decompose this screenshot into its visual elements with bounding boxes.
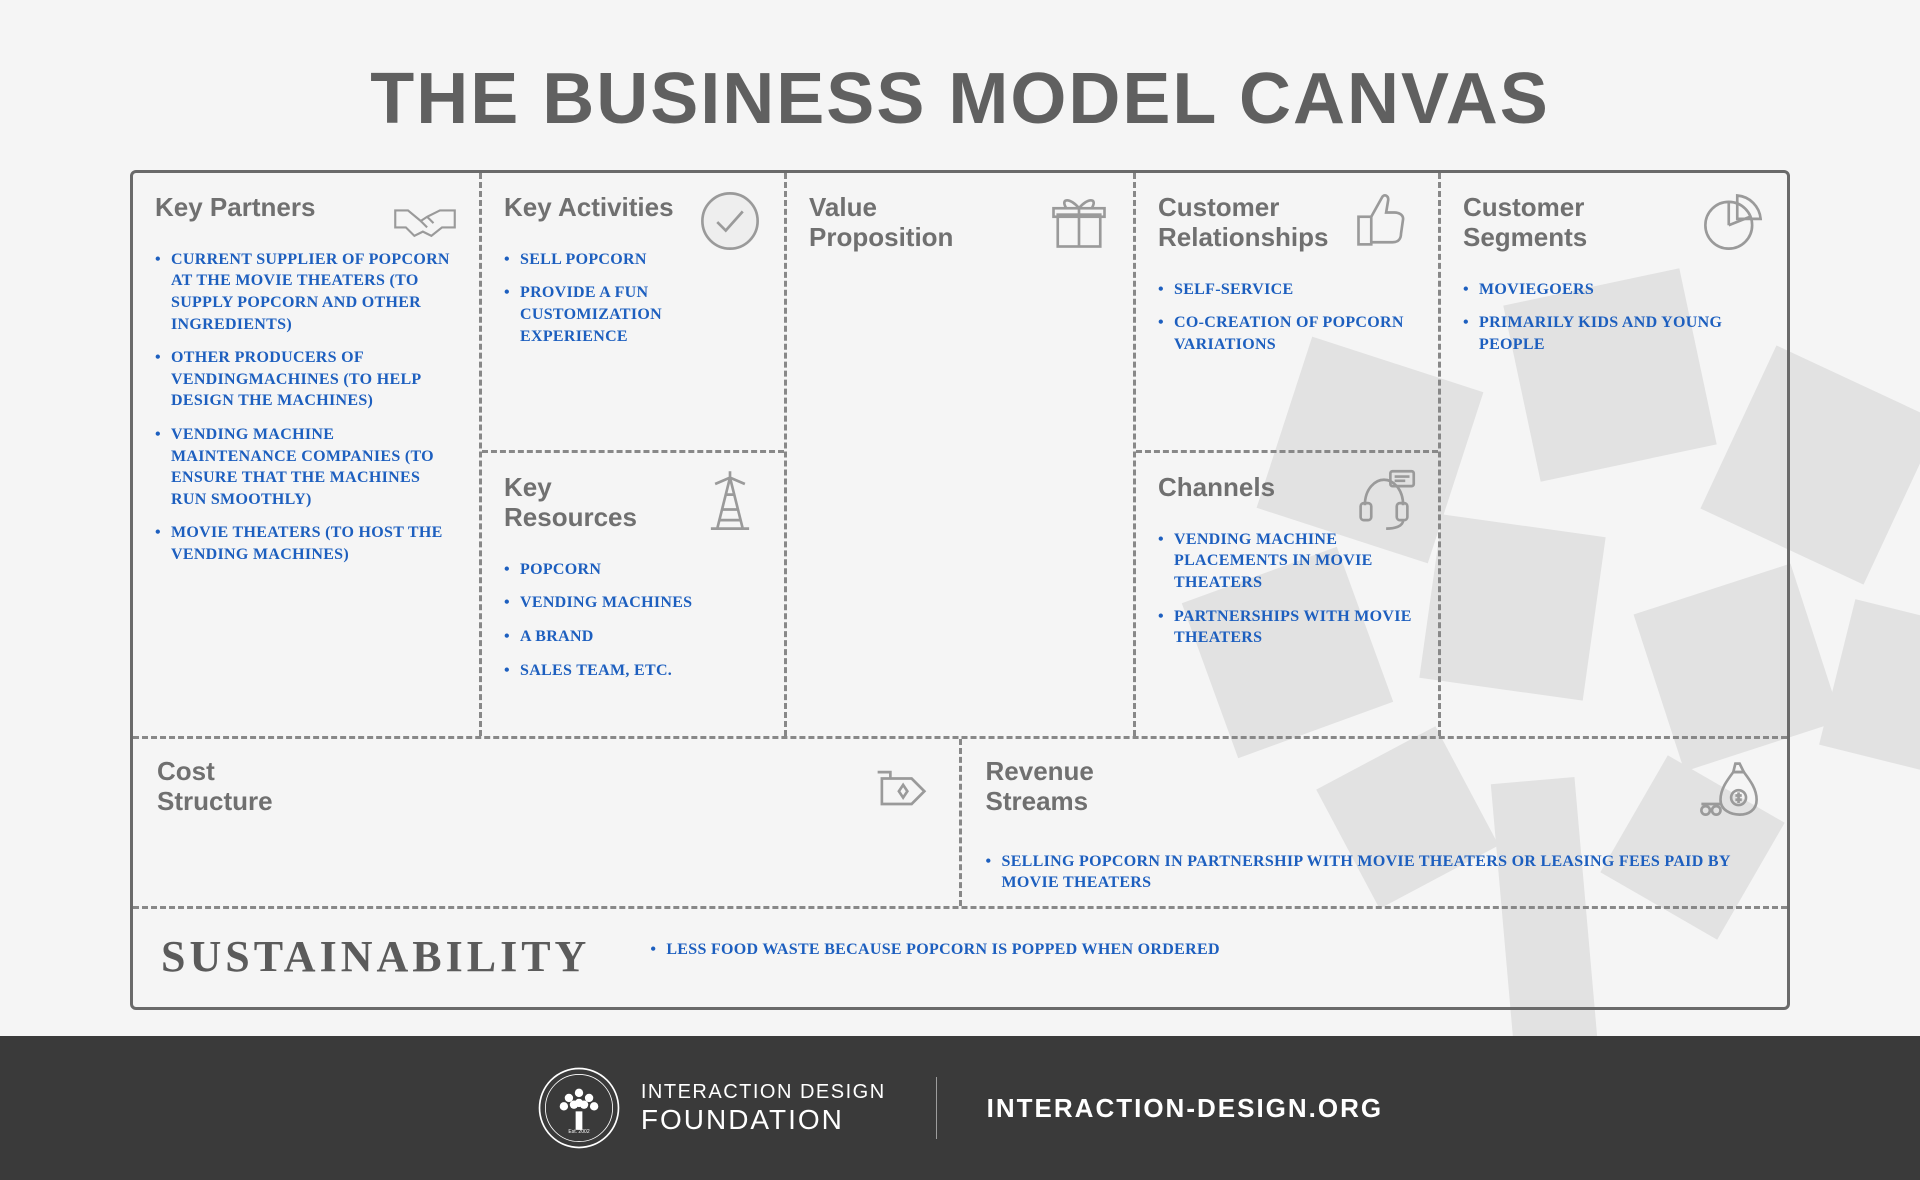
list-item: Current supplier of popcorn at the movie… (155, 249, 457, 335)
section-title: Cost Structure (157, 757, 337, 817)
list-item: Sell popcorn (504, 249, 762, 271)
section-title: Key Partners (155, 193, 335, 223)
section-title: Customer Relationships (1158, 193, 1338, 253)
handshake-icon (391, 187, 459, 255)
bullet-list: Moviegoers primarily kids and young peop… (1463, 279, 1765, 356)
section-revenue-streams: Revenue Streams Selling popcorn in partn… (959, 739, 1788, 906)
bullet-list: Less food waste because popcorn is poppe… (650, 939, 1219, 973)
section-title: Customer Segments (1463, 193, 1643, 253)
section-key-resources: Key Resources Popcorn Vending machines A… (482, 453, 784, 736)
footer-url: INTERACTION-DESIGN.ORG (987, 1093, 1383, 1124)
business-model-canvas: Key Partners Current supplier of popcorn… (130, 170, 1790, 1010)
sustainability-title: SUSTAINABILITY (161, 931, 650, 982)
list-item: Co-creation of popcorn variations (1158, 312, 1416, 355)
section-title: Channels (1158, 473, 1338, 503)
footer-org-line1: INTERACTION DESIGN (641, 1081, 886, 1104)
section-title: Key Resources (504, 473, 684, 533)
tower-icon (696, 467, 764, 535)
bullet-list: Sell popcorn Provide a fun customization… (504, 249, 762, 347)
canvas-mid-row: Cost Structure Revenue Streams (133, 739, 1787, 909)
logo-icon: Est. 2002 (537, 1066, 621, 1150)
section-cost-structure: Cost Structure (133, 739, 959, 906)
headset-icon (1350, 467, 1418, 535)
section-title: Key Activities (504, 193, 684, 223)
bullet-list: Selling popcorn in partnership with movi… (986, 851, 1764, 894)
section-channels: Channels Vending machine placements in m… (1136, 453, 1438, 736)
bullet-list: Vending machine placements in movie thea… (1158, 529, 1416, 649)
svg-text:Est. 2002: Est. 2002 (568, 1129, 589, 1135)
list-item: partnerships with movie theaters (1158, 606, 1416, 649)
footer-org-name: INTERACTION DESIGN FOUNDATION (641, 1081, 886, 1136)
list-item: Movie theaters (to host the vending mach… (155, 522, 457, 565)
section-title: Value Proposition (809, 193, 989, 253)
list-item: Vending machines (504, 592, 762, 614)
list-item: Less food waste because popcorn is poppe… (650, 939, 1219, 961)
bullet-list: Current supplier of popcorn at the movie… (155, 249, 457, 566)
tag-icon (867, 753, 935, 821)
section-customer-segments: Customer Segments Moviegoers primarily k… (1438, 173, 1787, 736)
list-item: A brand (504, 626, 762, 648)
page-title: THE BUSINESS MODEL CANVAS (0, 0, 1920, 170)
list-item: primarily kids and young people (1463, 312, 1765, 355)
section-title: Revenue Streams (986, 757, 1166, 817)
list-item: Self-service (1158, 279, 1416, 301)
section-relationships-channels: Customer Relationships Self-service Co-c… (1133, 173, 1438, 736)
bullet-list: Self-service Co-creation of popcorn vari… (1158, 279, 1416, 356)
list-item: Vending machine placements in movie thea… (1158, 529, 1416, 594)
list-item: Vending machine maintenance companies (t… (155, 424, 457, 510)
section-sustainability: SUSTAINABILITY Less food waste because p… (133, 909, 1787, 1003)
footer-divider (936, 1077, 937, 1139)
footer: Est. 2002 INTERACTION DESIGN FOUNDATION … (0, 1036, 1920, 1180)
thumbs-up-icon (1350, 187, 1418, 255)
list-item: Provide a fun customization experience (504, 282, 762, 347)
pie-chart-icon (1699, 187, 1767, 255)
section-key-activities: Key Activities Sell popcorn Provide a fu… (482, 173, 784, 453)
footer-logo: Est. 2002 INTERACTION DESIGN FOUNDATION (537, 1066, 886, 1150)
list-item: Sales team, etc. (504, 660, 762, 682)
check-circle-icon (696, 187, 764, 255)
section-customer-relationships: Customer Relationships Self-service Co-c… (1136, 173, 1438, 453)
list-item: Selling popcorn in partnership with movi… (986, 851, 1764, 894)
list-item: Moviegoers (1463, 279, 1765, 301)
list-item: Popcorn (504, 559, 762, 581)
money-bag-icon (1695, 753, 1763, 821)
section-key-partners: Key Partners Current supplier of popcorn… (133, 173, 479, 736)
gift-icon (1045, 187, 1113, 255)
canvas-top-row: Key Partners Current supplier of popcorn… (133, 173, 1787, 739)
section-activities-resources: Key Activities Sell popcorn Provide a fu… (479, 173, 784, 736)
footer-org-line2: FOUNDATION (641, 1104, 886, 1136)
section-value-proposition: Value Proposition (784, 173, 1133, 736)
bullet-list: Popcorn Vending machines A brand Sales t… (504, 559, 762, 681)
list-item: Other producers of vendingmachines (to h… (155, 347, 457, 412)
